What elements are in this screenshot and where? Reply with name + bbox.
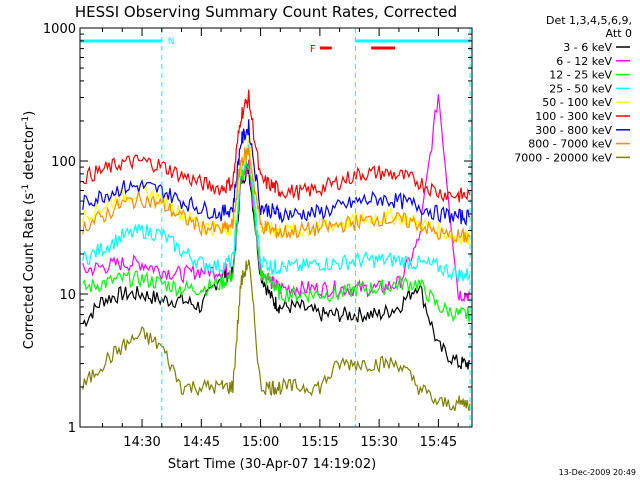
y-tick-label-3: 100 <box>51 155 76 170</box>
x-axis-label: Start Time (30-Apr-07 14:19:02) <box>168 457 376 472</box>
legend-label-9: 7000 - 20000 keV <box>514 151 612 164</box>
legend-label-2: 6 - 12 keV <box>556 55 612 68</box>
y-tick-label-1: 1 <box>68 421 76 436</box>
legend-label-1: 3 - 6 keV <box>563 41 612 54</box>
legend-label-6: 100 - 300 keV <box>535 110 612 123</box>
series-line-2 <box>82 94 471 303</box>
series-line-5 <box>82 137 471 246</box>
legend-label-5: 50 - 100 keV <box>542 96 612 109</box>
series-line-7 <box>82 119 471 227</box>
legend-label-4: 25 - 50 keV <box>549 82 612 95</box>
series-line-8 <box>82 146 471 246</box>
legend-label-8: 800 - 7000 keV <box>528 138 612 151</box>
x-tick-label-1: 14:30 <box>123 435 160 450</box>
legend-label-3: 12 - 25 keV <box>549 69 612 82</box>
x-tick-label-2: 14:45 <box>183 435 220 450</box>
series-line-6 <box>82 89 471 203</box>
series-line-9 <box>82 259 471 412</box>
series-line-3 <box>82 160 471 323</box>
x-tick-label-4: 15:15 <box>301 435 338 450</box>
legend-header-line1: Det 1,3,4,5,6,9, <box>546 14 632 27</box>
timestamp-label: 13-Dec-2009 20:49 <box>559 468 636 477</box>
legend-label-7: 300 - 800 keV <box>535 124 612 137</box>
plot-frame <box>79 27 473 428</box>
y-tick-label-4: 1000 <box>43 22 76 37</box>
night-label: N <box>168 37 175 47</box>
y-axis-label: Corrected Count Rate (s-1 detector-1) <box>21 111 37 349</box>
x-tick-label-6: 15:45 <box>420 435 457 450</box>
series-line-1 <box>82 163 471 370</box>
series-line-4 <box>82 139 471 283</box>
y-tick-label-2: 10 <box>59 288 76 303</box>
flare-label: F <box>310 44 316 55</box>
x-tick-label-3: 15:00 <box>242 435 279 450</box>
legend-header-line2: Att 0 <box>606 27 632 40</box>
x-tick-label-5: 15:30 <box>360 435 397 450</box>
chart-title: HESSI Observing Summary Count Rates, Cor… <box>75 3 457 21</box>
